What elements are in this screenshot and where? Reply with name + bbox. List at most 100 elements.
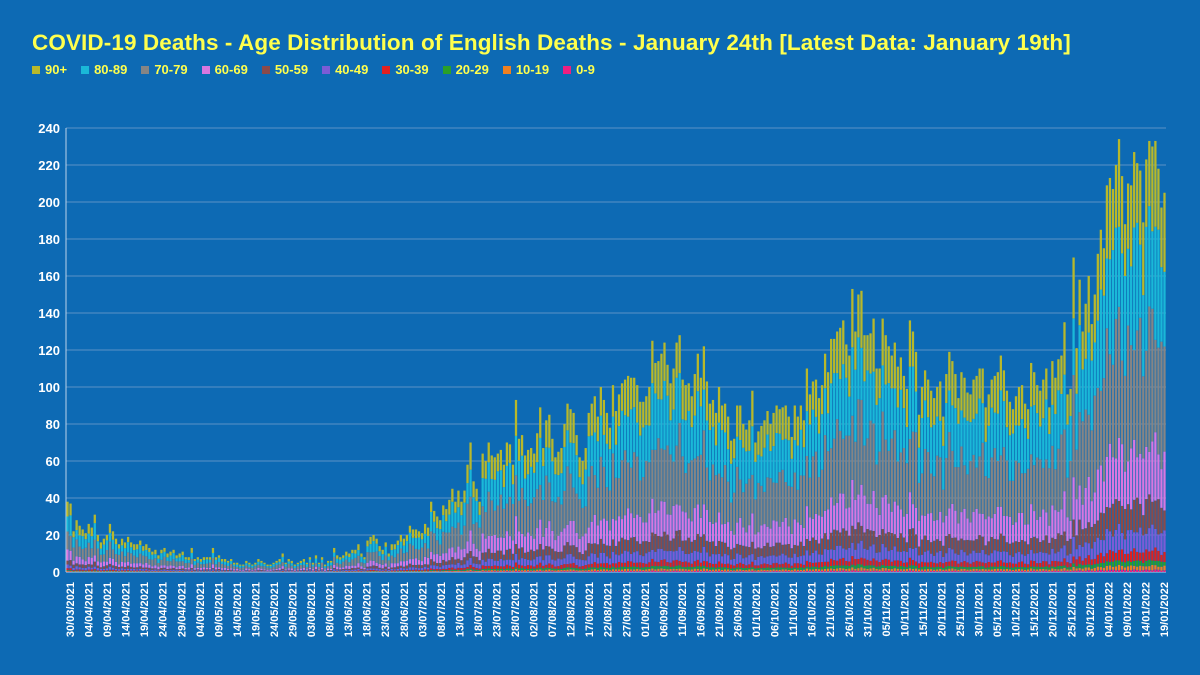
bar-segment-10-19: [963, 568, 966, 571]
bar-segment-60-69: [208, 567, 212, 570]
bar-segment-70-79: [1066, 477, 1069, 518]
legend-swatch-0-9: [563, 65, 572, 74]
bar-segment-60-69: [678, 505, 681, 531]
bar-segment-50-59: [1066, 540, 1069, 556]
bar-segment-60-69: [160, 565, 163, 569]
bar-segment-50-59: [81, 564, 84, 569]
bar-segment-60-69: [1081, 504, 1084, 530]
bar-segment-60-69: [699, 517, 702, 537]
bar-segment-70-79: [214, 564, 218, 568]
bar-segment-60-69: [114, 561, 118, 567]
bar-segment-50-59: [1111, 503, 1115, 537]
bar-segment-30-39: [81, 569, 84, 571]
bar-segment-80-89: [287, 561, 290, 564]
bar-segment-30-39: [696, 559, 699, 567]
bar-segment-60-69: [614, 520, 618, 546]
bar-segment-90plus: [360, 553, 363, 557]
legend-swatch-70-79: [141, 65, 150, 74]
bar-segment-80-89: [242, 565, 245, 568]
bar-segment-80-89: [972, 418, 975, 455]
bar-segment-60-69: [242, 569, 245, 571]
bar-segment-50-59: [1148, 494, 1151, 529]
bar-segment-80-89: [672, 409, 675, 462]
bar-segment-90plus: [375, 538, 378, 544]
bar-segment-40-49: [972, 550, 975, 563]
bar-segment-0-9: [820, 570, 824, 572]
bar-segment-20-29: [81, 570, 84, 572]
bar-segment-70-79: [996, 460, 999, 507]
bar-segment-50-59: [426, 564, 430, 568]
bar-segment-0-9: [754, 571, 757, 572]
x-tick-label: 06/10/2021: [770, 582, 782, 637]
bar-segment-40-49: [681, 550, 684, 562]
bar-segment-60-69: [142, 564, 145, 568]
bar-segment-70-79: [823, 435, 827, 511]
bar-segment-70-79: [275, 564, 278, 569]
bar-segment-80-89: [69, 515, 72, 536]
bar-segment-50-59: [408, 563, 412, 568]
bar-segment-40-49: [1036, 553, 1039, 564]
bar-segment-20-29: [590, 567, 593, 570]
bar-segment-70-79: [857, 399, 860, 495]
bar-segment-40-49: [257, 570, 260, 572]
bar-segment-10-19: [478, 570, 481, 572]
bar-segment-60-69: [651, 498, 654, 533]
bar-segment-80-89: [696, 391, 699, 457]
bar-segment-50-59: [742, 545, 745, 559]
bar-segment-60-69: [1102, 481, 1106, 514]
x-tick-label: 20/12/2021: [1048, 582, 1060, 637]
bar-segment-0-9: [1108, 569, 1112, 572]
bar-segment-10-19: [842, 568, 845, 571]
bar-segment-50-59: [1136, 497, 1139, 533]
bar-segment-50-59: [557, 551, 560, 559]
bar-segment-30-39: [1066, 562, 1069, 568]
bar-segment-10-19: [584, 570, 587, 572]
bar-segment-70-79: [984, 476, 987, 520]
bar-segment-60-69: [726, 522, 730, 547]
bar-segment-70-79: [108, 541, 112, 558]
bar-segment-60-69: [1105, 456, 1109, 507]
bar-segment-60-69: [839, 493, 842, 533]
bar-segment-40-49: [1120, 533, 1124, 550]
bar-segment-60-69: [563, 528, 566, 546]
bar-segment-50-59: [596, 544, 599, 558]
bar-segment-90plus: [351, 549, 354, 554]
bar-segment-50-59: [1051, 537, 1054, 549]
bar-segment-70-79: [760, 485, 763, 526]
bar-segment-20-29: [1114, 560, 1118, 567]
bar-segment-80-89: [151, 554, 154, 560]
bar-segment-80-89: [648, 425, 651, 463]
bar-segment-40-49: [360, 570, 363, 571]
bar-segment-60-69: [508, 536, 512, 549]
bar-segment-80-89: [951, 405, 954, 451]
bar-segment-90plus: [1157, 168, 1160, 230]
bar-segment-30-39: [757, 565, 760, 569]
bar-segment-40-49: [381, 569, 384, 571]
bar-segment-90plus: [942, 416, 945, 446]
bar-segment-90plus: [608, 427, 612, 450]
bar-segment-60-69: [396, 563, 399, 567]
bar-segment-40-49: [405, 568, 409, 570]
bar-segment-90plus: [472, 481, 475, 498]
bar-segment-90plus: [1060, 355, 1063, 395]
bar-segment-70-79: [317, 566, 321, 570]
bar-segment-40-49: [178, 570, 181, 571]
bar-segment-90plus: [378, 546, 381, 552]
bar-segment-80-89: [802, 447, 806, 476]
bar-segment-90plus: [408, 525, 412, 533]
bar-segment-90plus: [654, 362, 657, 394]
bar-segment-80-89: [705, 420, 709, 468]
bar-segment-70-79: [414, 548, 418, 559]
bar-segment-40-49: [254, 570, 257, 572]
bar-segment-70-79: [739, 479, 742, 518]
bar-segment-50-59: [502, 554, 506, 561]
bar-segment-50-59: [199, 569, 202, 571]
bar-segment-90plus: [526, 449, 530, 475]
bar-segment-80-89: [1142, 295, 1145, 377]
bar-segment-40-49: [678, 547, 681, 561]
bar-segment-10-19: [1078, 568, 1081, 571]
bar-segment-50-59: [739, 544, 742, 555]
bar-segment-60-69: [1014, 522, 1018, 542]
bar-segment-70-79: [1026, 468, 1030, 525]
bar-segment-70-79: [1142, 376, 1145, 459]
